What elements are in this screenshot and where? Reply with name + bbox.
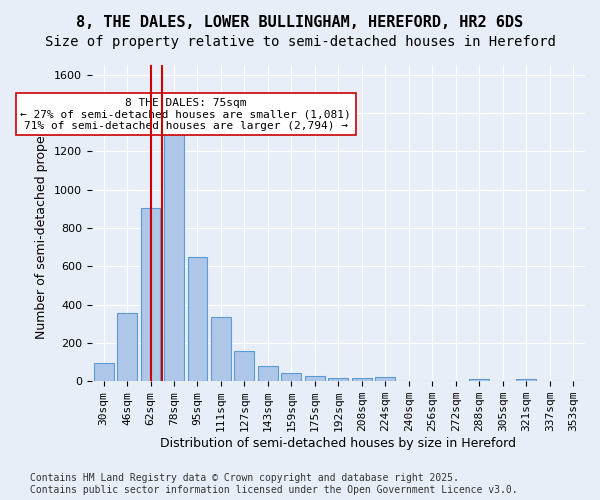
Y-axis label: Number of semi-detached properties: Number of semi-detached properties: [35, 108, 49, 339]
Bar: [469, 380, 489, 381]
Text: 8, THE DALES, LOWER BULLINGHAM, HEREFORD, HR2 6DS: 8, THE DALES, LOWER BULLINGHAM, HEREFORD…: [76, 15, 524, 30]
Bar: [517, 380, 536, 381]
Bar: [94, 363, 113, 381]
Bar: [140, 208, 160, 381]
Text: 8 THE DALES: 75sqm
← 27% of semi-detached houses are smaller (1,081)
71% of semi: 8 THE DALES: 75sqm ← 27% of semi-detache…: [20, 98, 351, 131]
Bar: [305, 376, 325, 381]
X-axis label: Distribution of semi-detached houses by size in Hereford: Distribution of semi-detached houses by …: [160, 437, 517, 450]
Bar: [376, 378, 395, 381]
Bar: [258, 366, 278, 381]
Bar: [281, 372, 301, 381]
Bar: [188, 256, 208, 381]
Text: Contains HM Land Registry data © Crown copyright and database right 2025.
Contai: Contains HM Land Registry data © Crown c…: [30, 474, 518, 495]
Bar: [164, 132, 184, 381]
Bar: [117, 313, 137, 381]
Bar: [211, 317, 231, 381]
Text: Size of property relative to semi-detached houses in Hereford: Size of property relative to semi-detach…: [44, 35, 556, 49]
Bar: [235, 350, 254, 381]
Bar: [352, 378, 372, 381]
Bar: [328, 378, 349, 381]
